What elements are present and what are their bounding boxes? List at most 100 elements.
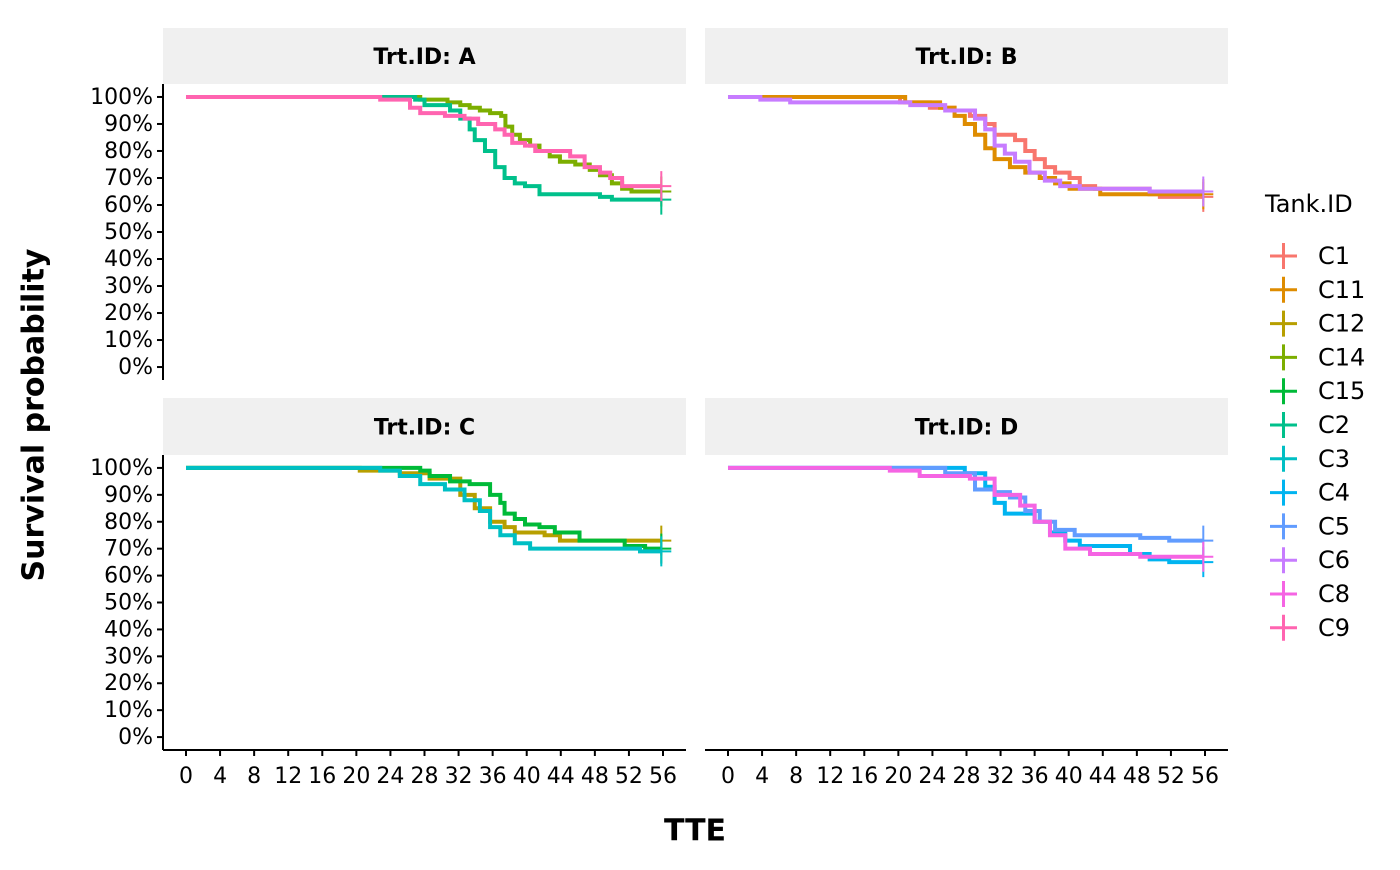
x-tick-label: 24 [376, 764, 404, 789]
legend-label: C4 [1318, 479, 1350, 507]
legend-label: C8 [1318, 580, 1350, 608]
y-tick-label: 90% [104, 112, 153, 137]
x-tick-label: 4 [213, 764, 227, 789]
y-tick-label: 10% [104, 698, 153, 723]
legend-key [1270, 614, 1297, 641]
legend-label: C1 [1318, 242, 1350, 270]
y-tick-label: 40% [104, 247, 153, 272]
legend-key [1270, 344, 1297, 371]
censor-mark [651, 171, 672, 202]
y-tick-label: 80% [104, 139, 153, 164]
survival-curve [185, 465, 662, 551]
y-tick-label: 70% [104, 537, 153, 562]
y-tick-label: 90% [104, 483, 153, 508]
x-tick-label: 40 [1055, 764, 1083, 789]
x-tick-label: 44 [547, 764, 575, 789]
legend-key [1270, 513, 1297, 540]
x-tick-label: 36 [1021, 764, 1049, 789]
legend-key [1270, 412, 1297, 438]
legend-label: C5 [1318, 512, 1350, 540]
y-tick-label: 100% [90, 456, 153, 481]
x-tick-label: 28 [953, 764, 981, 789]
y-tick-label: 10% [104, 328, 153, 353]
y-tick-label: 60% [104, 564, 153, 589]
legend-key [1270, 479, 1297, 506]
legend-label: C9 [1318, 614, 1350, 642]
x-tick-label: 40 [513, 764, 541, 789]
x-tick-label: 8 [789, 764, 803, 789]
survival-curve [185, 94, 662, 194]
x-tick-label: 12 [816, 764, 844, 789]
y-tick-label: 80% [104, 510, 153, 535]
y-tick-label: 50% [104, 591, 153, 616]
censor-mark [1193, 541, 1214, 572]
facet-title: Trt.ID: C [374, 416, 475, 441]
x-tick-label: 8 [247, 764, 261, 789]
legend-key [1270, 310, 1297, 337]
facet-strip [163, 28, 686, 84]
survival-curve [185, 94, 662, 202]
facet-title: Trt.ID: A [373, 45, 475, 70]
x-tick-label: 20 [884, 764, 912, 789]
x-axis-title: TTE [664, 814, 726, 849]
survival-curve [727, 94, 1204, 194]
y-tick-label: 30% [104, 644, 153, 669]
x-tick-label: 20 [342, 764, 370, 789]
x-tick-label: 16 [850, 764, 878, 789]
y-tick-label: 100% [90, 85, 153, 110]
facet-strip [163, 398, 686, 455]
facet-title: Trt.ID: D [915, 416, 1018, 441]
x-tick-label: 32 [987, 764, 1015, 789]
censor-mark [651, 536, 672, 567]
y-tick-label: 70% [104, 166, 153, 191]
legend-label: C2 [1318, 411, 1350, 439]
x-tick-label: 16 [308, 764, 336, 789]
facet-strip [705, 28, 1228, 84]
y-tick-label: 50% [104, 220, 153, 245]
legend-label: C3 [1318, 445, 1350, 473]
x-tick-label: 52 [1157, 764, 1185, 789]
x-tick-label: 12 [274, 764, 302, 789]
legend-key [1270, 276, 1297, 303]
legend-key [1270, 445, 1297, 472]
x-tick-label: 28 [411, 764, 439, 789]
legend-key [1270, 581, 1297, 607]
x-tick-label: 56 [1191, 764, 1219, 789]
x-tick-label: 52 [615, 764, 643, 789]
x-tick-label: 44 [1089, 764, 1117, 789]
y-tick-label: 60% [104, 193, 153, 218]
y-tick-label: 20% [104, 301, 153, 326]
facet-title: Trt.ID: B [916, 45, 1018, 70]
x-tick-label: 32 [445, 764, 473, 789]
y-tick-label: 0% [118, 355, 153, 380]
legend-key [1270, 378, 1297, 405]
y-tick-label: 20% [104, 671, 153, 696]
legend-label: C14 [1318, 343, 1365, 371]
survival-curve [727, 465, 1204, 559]
legend-label: C11 [1318, 276, 1365, 304]
x-tick-label: 36 [479, 764, 507, 789]
x-tick-label: 4 [755, 764, 769, 789]
legend-key [1270, 547, 1297, 574]
facet-strip [705, 398, 1228, 455]
survival-curve [727, 465, 1204, 565]
y-tick-label: 30% [104, 274, 153, 299]
y-tick-label: 40% [104, 617, 153, 642]
x-tick-label: 48 [581, 764, 609, 789]
legend-label: C6 [1318, 546, 1350, 574]
x-tick-label: 0 [721, 764, 735, 789]
x-tick-label: 0 [179, 764, 193, 789]
survival-curve [727, 94, 1204, 197]
x-tick-label: 24 [918, 764, 946, 789]
legend-key [1270, 243, 1297, 269]
survival-curve [185, 94, 662, 189]
x-tick-label: 56 [649, 764, 677, 789]
censor-mark [1193, 176, 1214, 207]
legend-label: C12 [1318, 310, 1365, 338]
legend-title: Tank.ID [1264, 190, 1353, 218]
x-tick-label: 48 [1123, 764, 1151, 789]
survival-curve [727, 465, 1204, 543]
y-axis-title: Survival probability [17, 248, 52, 581]
survival-curve [185, 465, 662, 554]
